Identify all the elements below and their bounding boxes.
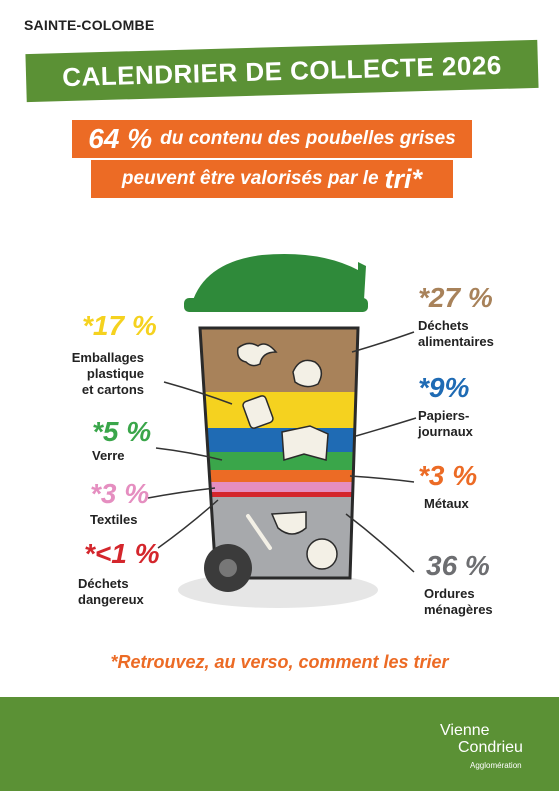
headline-line2-text: peuvent être valorisés par le <box>121 168 379 189</box>
layer-emballages <box>204 392 356 428</box>
label-metaux: Métaux <box>424 496 469 511</box>
logo-subtitle: Agglomération <box>470 761 522 770</box>
percent-papiers: *9% <box>418 372 470 403</box>
footer-note: *Retrouvez, au verso, comment les trier <box>110 652 449 672</box>
footer-bar <box>0 697 559 791</box>
label-ordures-line-1: Ordures <box>424 586 475 601</box>
banana-peel-icon <box>236 342 278 367</box>
logo-line-2: Condrieu <box>458 739 523 756</box>
layer-dangereux <box>212 492 352 497</box>
headline-line1-text: du contenu des poubelles grises <box>160 128 456 149</box>
label-emballages-line-1: Emballages <box>71 350 144 365</box>
layer-papiers <box>206 428 355 452</box>
arrow-papiers <box>355 417 417 437</box>
label-alimentaires: Déchets alimentaires <box>418 318 494 350</box>
arrow-emballages <box>163 381 233 405</box>
logo-line-1: Vienne <box>440 722 490 739</box>
bin-outline <box>198 326 360 580</box>
label-papiers-line-2: journaux <box>418 424 473 439</box>
label-alimentaires-line-2: alimentaires <box>418 334 494 349</box>
headline-highlight: tri* <box>384 163 423 194</box>
label-dangereux: Déchets dangereux <box>78 576 144 608</box>
percent-textiles: *3 % <box>90 478 150 509</box>
percent-emballages: *17 % <box>82 310 157 341</box>
bin-lid-rim <box>184 298 368 312</box>
percent-alimentaires: *27 % <box>418 282 493 313</box>
diaper-icon <box>270 511 307 535</box>
label-alimentaires-line-1: Déchets <box>418 318 469 333</box>
headline-percent: 64 % <box>88 123 153 154</box>
cutlery-icon <box>246 514 272 550</box>
headline-line-1: 64 % du contenu des poubelles grises <box>72 120 472 158</box>
label-emballages-line-2: plastique <box>86 366 144 381</box>
arrow-ordures <box>345 513 415 573</box>
arrow-textiles <box>147 487 216 499</box>
percent-dangereux: *<1 % <box>84 538 160 569</box>
layer-textiles <box>211 482 352 492</box>
town-name: SAINTE-COLOMBE <box>24 17 155 33</box>
label-dangereux-line-1: Déchets <box>78 576 129 591</box>
label-papiers-line-1: Papiers- <box>418 408 470 423</box>
arrow-verre <box>155 447 223 461</box>
detergent-bottle-icon <box>242 395 274 429</box>
label-emballages-line-3: et cartons <box>81 382 144 397</box>
layer-verre <box>208 452 354 470</box>
label-papiers: Papiers- journaux <box>418 408 473 440</box>
label-dangereux-line-2: dangereux <box>78 592 144 607</box>
percent-ordures: 36 % <box>426 550 490 581</box>
pointer-arrows <box>147 331 417 573</box>
newspaper-icon <box>281 425 329 461</box>
arrow-dangereux <box>157 499 219 549</box>
label-ordures-line-2: ménagères <box>424 602 493 617</box>
percent-verre: *5 % <box>92 416 152 447</box>
vienne-condrieu-logo: Vienne Condrieu Agglomération <box>440 722 523 774</box>
layer-metaux <box>210 470 353 482</box>
egg-shell-icon <box>292 359 323 388</box>
percent-metaux: *3 % <box>418 460 478 491</box>
layer-alimentaires <box>200 328 358 392</box>
arrow-metaux <box>349 475 415 483</box>
arrow-alimentaires <box>351 331 415 353</box>
label-textiles: Textiles <box>90 512 138 527</box>
label-ordures: Ordures ménagères <box>424 586 493 618</box>
headline-line-2: peuvent être valorisés par le tri* <box>91 160 453 198</box>
plate-icon <box>306 538 338 570</box>
bin-lid-icon <box>192 254 366 303</box>
label-emballages: Emballages plastique et cartons <box>58 350 144 398</box>
bin-wheel-hub <box>219 559 237 577</box>
label-verre: Verre <box>92 448 125 463</box>
